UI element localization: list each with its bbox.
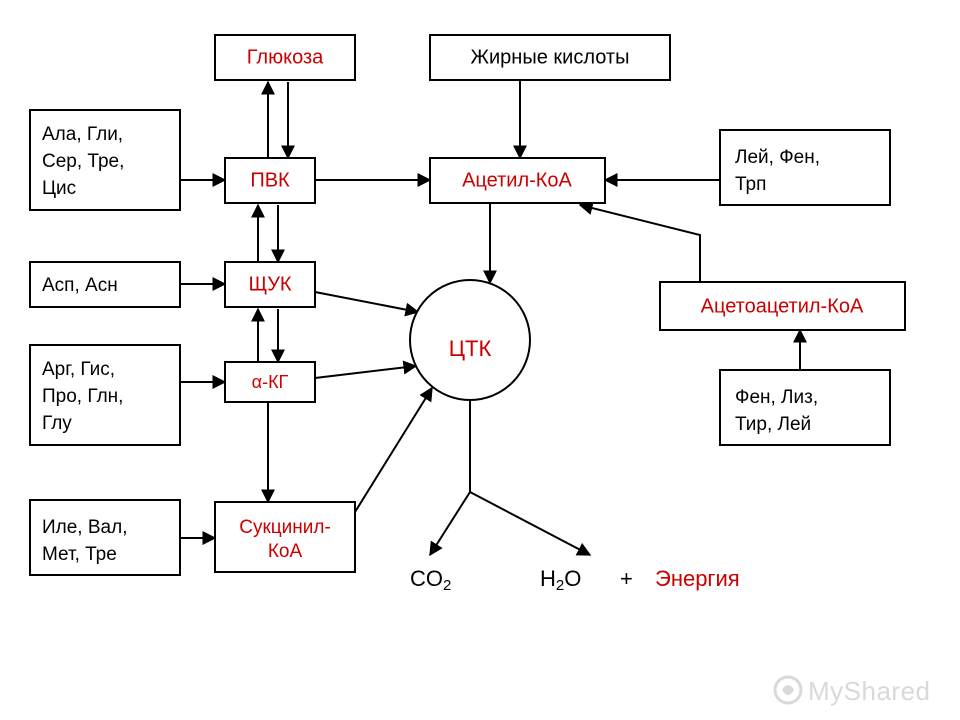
label-aa1-l1: Ала, Гли, — [42, 124, 123, 145]
label-h2o: H2O — [540, 566, 581, 594]
label-aaphe-l1: Фен, Лиз, — [735, 387, 818, 408]
label-acetoacetyl: Ацетоацетил-КоА — [701, 295, 864, 317]
label-succinyl-l2: КоА — [268, 541, 303, 562]
label-shuk: ЩУК — [248, 273, 291, 295]
label-acetyl: Ацетил-КоА — [462, 169, 572, 191]
label-tca: ЦТК — [449, 336, 492, 361]
label-aaarg-l3: Глу — [42, 413, 72, 434]
label-aaile-l2: Мет, Тре — [42, 544, 117, 565]
label-aaphe-l2: Тир, Лей — [735, 414, 811, 435]
label-akg: α-КГ — [252, 372, 289, 392]
label-aa1-l3: Цис — [42, 178, 76, 199]
label-plus: + — [620, 566, 633, 591]
label-aaarg-l2: Про, Глн, — [42, 386, 123, 407]
label-aaasp: Асп, Асн — [42, 275, 118, 296]
label-fatty-acids: Жирные кислоты — [471, 46, 630, 68]
label-co2: CO2 — [410, 566, 451, 594]
label-aaleu-l2: Трп — [735, 174, 766, 195]
label-energy: Энергия — [655, 566, 740, 591]
label-glucose: Глюкоза — [247, 46, 324, 68]
diagram-canvas: MyShared — [0, 0, 960, 720]
nodes: Глюкоза Жирные кислоты Ала, Гли, Сер, Тр… — [30, 35, 905, 594]
watermark-text: MyShared — [808, 676, 931, 706]
label-aa1-l2: Сер, Тре, — [42, 151, 124, 172]
label-succinyl-l1: Сукцинил- — [239, 517, 331, 538]
label-aaile-l1: Иле, Вал, — [42, 517, 127, 538]
watermark: MyShared — [775, 676, 931, 706]
label-aaleu-l1: Лей, Фен, — [735, 147, 820, 168]
label-aaarg-l1: Арг, Гис, — [42, 359, 115, 380]
label-pvk: ПВК — [250, 169, 290, 191]
